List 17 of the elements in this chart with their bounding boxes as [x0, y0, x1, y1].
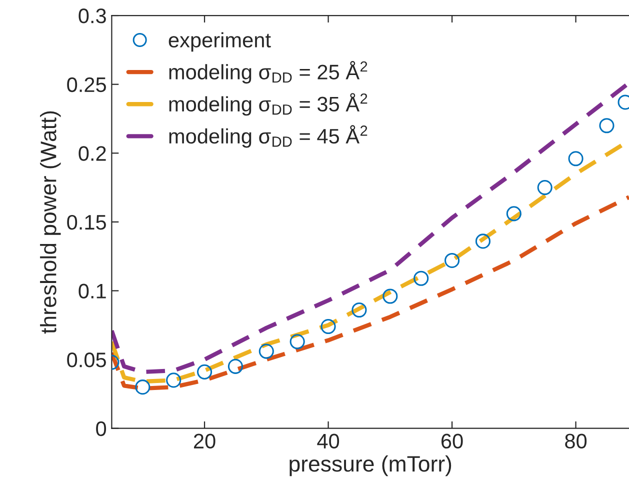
y-tick-label: 0.25: [67, 77, 106, 92]
y-tick-label: 0.2: [78, 146, 106, 161]
x-tick-label: 40: [317, 434, 340, 449]
y-tick-label: 0: [96, 421, 106, 436]
y-tick-label: 0.05: [67, 352, 106, 368]
legend-label: modeling σ$_{DD}$ = 35 Å$^{2}$: [169, 93, 368, 116]
x-tick-label: 80: [565, 434, 587, 449]
x-tick-label: 60: [442, 434, 463, 449]
y-tick-label: 0.3: [78, 8, 106, 24]
y-tick-label: 0.15: [67, 214, 106, 230]
x-axis-title: pressure (mTorr): [290, 455, 452, 476]
y-tick-label: 0.1: [78, 284, 106, 298]
y-axis-title: threshold power (Watt): [40, 111, 61, 334]
legend-label: experiment: [168, 32, 271, 52]
legend-label: modeling σ$_{DD}$ = 45 Å$^{2}$: [169, 125, 368, 148]
x-tick-label: 20: [194, 434, 216, 449]
legend-label: modeling σ$_{DD}$ = 25 Å$^{2}$: [169, 60, 368, 84]
